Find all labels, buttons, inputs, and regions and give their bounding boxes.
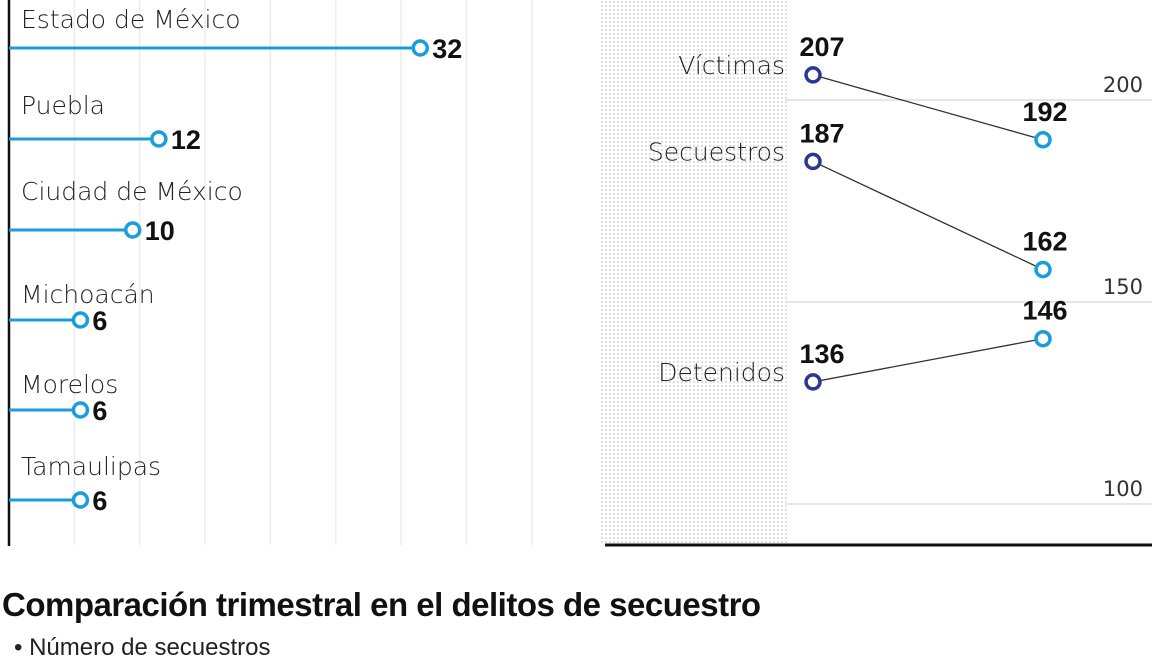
y-tick-label: 100: [1103, 477, 1143, 501]
value-label: 6: [92, 306, 107, 336]
category-label: Puebla: [21, 91, 105, 120]
series-label: Secuestros: [648, 137, 785, 166]
value-label: 192: [1022, 97, 1067, 127]
lollipop-dot: [150, 130, 168, 148]
point-first-quarter: [804, 373, 822, 391]
slope-line: [812, 338, 1044, 383]
slope-line: [812, 74, 1044, 141]
value-label: 6: [92, 396, 107, 426]
point-second-quarter: [1034, 260, 1052, 279]
value-label: 136: [799, 339, 844, 369]
chart-canvas: Estado de México 32 Puebla 12 Ciudad de Méxi…: [7, 0, 1152, 547]
category-label: Ciudad de México: [21, 177, 243, 206]
state-lollipop-chart: Estado de México 32 Puebla 12 Ciudad de Méxi…: [7, 0, 533, 546]
lollipop-dot: [71, 491, 90, 509]
value-label: 10: [145, 216, 175, 246]
point-second-quarter: [1034, 329, 1052, 348]
value-label: 6: [92, 486, 107, 516]
lollipop-dot: [71, 401, 90, 419]
point-first-quarter: [804, 66, 822, 84]
y-tick-label: 200: [1103, 73, 1143, 97]
point-first-quarter: [804, 152, 822, 171]
category-label: Morelos: [21, 370, 118, 399]
value-label: 12: [171, 125, 201, 155]
value-label: 187: [799, 118, 844, 148]
point-second-quarter: [1034, 131, 1052, 149]
value-label: 146: [1022, 296, 1067, 326]
chart-subtitle: • Número de secuestros: [14, 634, 271, 661]
category-label: Michoacán: [21, 280, 155, 309]
slope-line: [812, 160, 1044, 271]
series-label: Detenidos: [658, 358, 785, 387]
category-label: Estado de México: [21, 5, 241, 34]
lollipop-dot: [71, 311, 90, 329]
lollipop-dot: [411, 39, 429, 57]
y-tick-label: 150: [1103, 275, 1143, 299]
series-label: Víctimas: [678, 51, 785, 80]
category-label: Tamaulipas: [21, 452, 161, 481]
dotted-panel: [600, 0, 788, 545]
chart-title: Comparación trimestral en el delitos de …: [2, 586, 761, 623]
value-label: 32: [432, 34, 462, 64]
quarterly-slope-chart: 200 150 100 Víctimas 207 192 Secuestros 187 162 D…: [600, 0, 1152, 547]
value-label: 162: [1022, 227, 1067, 257]
value-label: 207: [799, 32, 844, 62]
lollipop-dot: [123, 221, 142, 239]
